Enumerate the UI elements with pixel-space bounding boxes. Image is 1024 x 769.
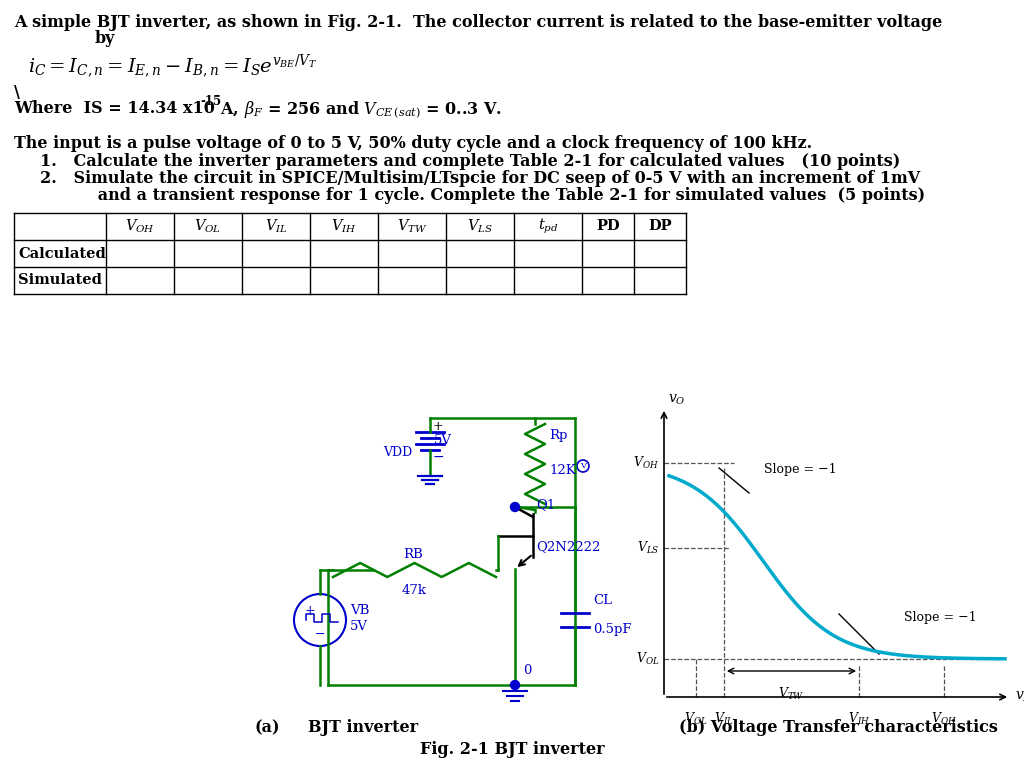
Text: 47k: 47k (402, 584, 427, 597)
Text: −: − (314, 628, 326, 641)
Text: +: + (433, 420, 443, 432)
Text: $V_{OL}$: $V_{OL}$ (684, 711, 708, 727)
Text: $V_{IL}$: $V_{IL}$ (264, 218, 288, 235)
Text: \: \ (14, 84, 19, 101)
Text: $V_{TW}$: $V_{TW}$ (396, 218, 427, 235)
Text: PD: PD (596, 219, 620, 234)
Text: Slope = −1: Slope = −1 (764, 464, 837, 477)
Text: $V_{OH}$: $V_{OH}$ (125, 218, 155, 235)
Text: 2.   Simulate the circuit in SPICE/Multisim/LTspcie for DC seep of 0-5 V with an: 2. Simulate the circuit in SPICE/Multisi… (40, 170, 921, 187)
Text: $t_{pd}$: $t_{pd}$ (538, 217, 558, 236)
Text: Q1: Q1 (536, 498, 555, 511)
Text: BJT inverter: BJT inverter (308, 720, 418, 737)
Text: $V_{OL}$: $V_{OL}$ (195, 218, 221, 235)
Text: Simulated: Simulated (18, 274, 101, 288)
Text: $V_{OH}$: $V_{OH}$ (931, 711, 957, 727)
Text: $V_{OH}$: $V_{OH}$ (633, 455, 659, 471)
Text: −: − (433, 450, 444, 464)
Text: 0: 0 (523, 664, 531, 677)
Text: VB: VB (350, 604, 370, 618)
Text: Rp: Rp (549, 430, 567, 442)
Text: -15: -15 (200, 95, 221, 108)
Text: $V_{IH}$: $V_{IH}$ (848, 711, 870, 727)
Text: 0.5pF: 0.5pF (593, 624, 632, 637)
Text: CL: CL (593, 594, 612, 607)
Text: $V_{OL}$: $V_{OL}$ (636, 651, 659, 667)
Text: $V_{LS}$: $V_{LS}$ (637, 540, 659, 556)
Text: (b) Voltage Transfer characteristics: (b) Voltage Transfer characteristics (679, 720, 997, 737)
Text: $v_O$: $v_O$ (668, 393, 686, 408)
Text: by: by (95, 30, 116, 47)
Text: RB: RB (403, 548, 423, 561)
Text: Fig. 2-1 BJT inverter: Fig. 2-1 BJT inverter (420, 741, 604, 758)
Text: 5V: 5V (434, 434, 452, 447)
Text: $v_I$: $v_I$ (1015, 690, 1024, 704)
Text: (a): (a) (255, 720, 281, 737)
Text: DP: DP (648, 219, 672, 234)
Text: $i_C = I_{C,n} = I_{E,n} - I_{B,n} = I_S e^{v_{BE}/V_T}$: $i_C = I_{C,n} = I_{E,n} - I_{B,n} = I_S… (28, 52, 317, 79)
Text: +: + (305, 604, 315, 617)
Text: The input is a pulse voltage of 0 to 5 V, 50% duty cycle and a clock frequency o: The input is a pulse voltage of 0 to 5 V… (14, 135, 812, 152)
Text: 1.   Calculate the inverter parameters and complete Table 2-1 for calculated val: 1. Calculate the inverter parameters and… (40, 153, 900, 170)
Text: V: V (580, 462, 586, 470)
Text: $V_{IL}$: $V_{IL}$ (714, 711, 734, 727)
Text: A simple BJT inverter, as shown in Fig. 2-1.  The collector current is related t: A simple BJT inverter, as shown in Fig. … (14, 14, 942, 31)
Text: Slope = −1: Slope = −1 (904, 611, 977, 624)
Circle shape (511, 502, 519, 511)
Text: $V_{TW}$: $V_{TW}$ (778, 686, 805, 702)
Text: 12K: 12K (549, 464, 575, 477)
Text: VDD: VDD (383, 445, 412, 458)
Text: 5V: 5V (350, 620, 368, 632)
Text: and a transient response for 1 cycle. Complete the Table 2-1 for simulated value: and a transient response for 1 cycle. Co… (63, 187, 925, 204)
Text: $V_{IH}$: $V_{IH}$ (331, 218, 356, 235)
Text: Where  IS = 14.34 x10: Where IS = 14.34 x10 (14, 100, 215, 117)
Text: Calculated: Calculated (18, 247, 105, 261)
Circle shape (511, 681, 519, 690)
Text: A, $\beta_F$ = 256 and $V_{CE\,(sat)}$ = 0..3 V.: A, $\beta_F$ = 256 and $V_{CE\,(sat)}$ =… (215, 100, 502, 121)
Text: Q2N2222: Q2N2222 (536, 541, 600, 554)
Text: $V_{LS}$: $V_{LS}$ (467, 218, 493, 235)
